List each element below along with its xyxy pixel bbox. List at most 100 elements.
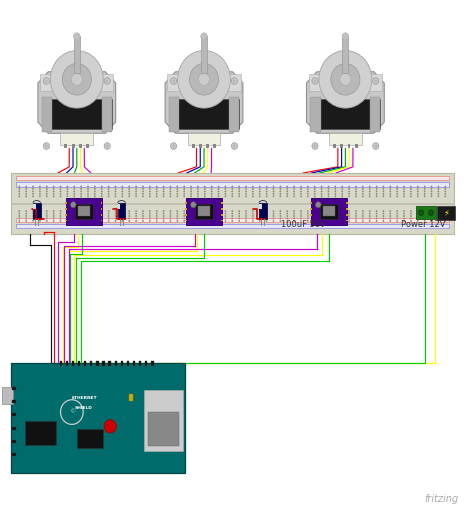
Circle shape	[438, 193, 439, 195]
Circle shape	[383, 220, 384, 222]
Circle shape	[32, 185, 34, 187]
Circle shape	[149, 195, 151, 197]
Text: fritzing: fritzing	[424, 494, 458, 504]
Circle shape	[73, 210, 75, 212]
Bar	[346, 202, 347, 204]
Circle shape	[335, 217, 336, 219]
Circle shape	[39, 191, 41, 192]
Circle shape	[273, 193, 274, 195]
Circle shape	[266, 217, 267, 219]
Circle shape	[197, 185, 199, 187]
Circle shape	[328, 210, 329, 212]
Circle shape	[46, 210, 47, 212]
Circle shape	[60, 217, 61, 219]
Circle shape	[183, 210, 185, 212]
Circle shape	[204, 215, 206, 217]
Circle shape	[410, 210, 412, 212]
Circle shape	[369, 220, 371, 222]
Circle shape	[204, 220, 206, 222]
Circle shape	[341, 215, 343, 217]
Circle shape	[328, 215, 329, 217]
Circle shape	[25, 193, 27, 195]
Bar	[329, 133, 362, 145]
Circle shape	[94, 220, 96, 222]
Text: ETHERNET: ETHERNET	[71, 396, 97, 400]
Circle shape	[231, 193, 233, 195]
Circle shape	[149, 210, 151, 212]
Circle shape	[431, 191, 432, 192]
Bar	[12, 400, 16, 403]
Circle shape	[156, 191, 157, 192]
Circle shape	[273, 195, 274, 197]
Circle shape	[32, 193, 34, 195]
Bar	[199, 144, 202, 148]
Circle shape	[438, 220, 439, 222]
Circle shape	[445, 193, 446, 195]
Circle shape	[204, 195, 206, 197]
Circle shape	[87, 220, 89, 222]
Circle shape	[373, 78, 379, 84]
Circle shape	[108, 195, 109, 197]
Circle shape	[231, 195, 233, 197]
Circle shape	[190, 193, 192, 195]
Circle shape	[183, 217, 185, 219]
Bar	[323, 207, 335, 216]
Circle shape	[417, 220, 419, 222]
Circle shape	[238, 220, 240, 222]
Circle shape	[321, 220, 322, 222]
Circle shape	[419, 210, 424, 215]
Circle shape	[383, 215, 384, 217]
Circle shape	[445, 220, 446, 222]
Circle shape	[355, 217, 357, 219]
Circle shape	[431, 215, 432, 217]
Circle shape	[335, 193, 336, 195]
Bar	[333, 144, 336, 148]
Circle shape	[18, 191, 20, 192]
Circle shape	[32, 188, 34, 190]
Circle shape	[135, 188, 137, 190]
Circle shape	[300, 191, 302, 192]
Circle shape	[403, 195, 405, 197]
Circle shape	[445, 213, 446, 214]
Circle shape	[328, 195, 329, 197]
Bar	[259, 204, 262, 209]
Bar	[310, 214, 312, 216]
Circle shape	[396, 210, 398, 212]
Circle shape	[73, 188, 75, 190]
Circle shape	[60, 191, 61, 192]
Circle shape	[218, 191, 219, 192]
Bar	[102, 362, 105, 366]
Bar	[129, 394, 133, 401]
Circle shape	[312, 143, 318, 149]
Circle shape	[170, 185, 171, 187]
Circle shape	[53, 188, 55, 190]
Circle shape	[156, 210, 157, 212]
Circle shape	[121, 191, 123, 192]
Circle shape	[341, 195, 343, 197]
Circle shape	[73, 220, 75, 222]
Circle shape	[307, 193, 309, 195]
Circle shape	[410, 191, 412, 192]
Circle shape	[18, 195, 20, 197]
Circle shape	[403, 215, 405, 217]
Bar	[145, 362, 147, 366]
Circle shape	[94, 213, 96, 214]
Circle shape	[142, 191, 144, 192]
Circle shape	[197, 193, 199, 195]
Circle shape	[280, 185, 281, 187]
Circle shape	[431, 217, 432, 219]
Circle shape	[376, 217, 377, 219]
Circle shape	[438, 188, 439, 190]
Circle shape	[231, 220, 233, 222]
Bar	[186, 198, 222, 225]
Circle shape	[115, 210, 116, 212]
Bar	[109, 362, 111, 366]
Circle shape	[39, 193, 41, 195]
Circle shape	[328, 220, 329, 222]
Circle shape	[190, 191, 192, 192]
Circle shape	[142, 220, 144, 222]
Bar	[437, 206, 455, 220]
Bar	[11, 203, 454, 205]
Circle shape	[431, 220, 432, 222]
Circle shape	[156, 188, 157, 190]
